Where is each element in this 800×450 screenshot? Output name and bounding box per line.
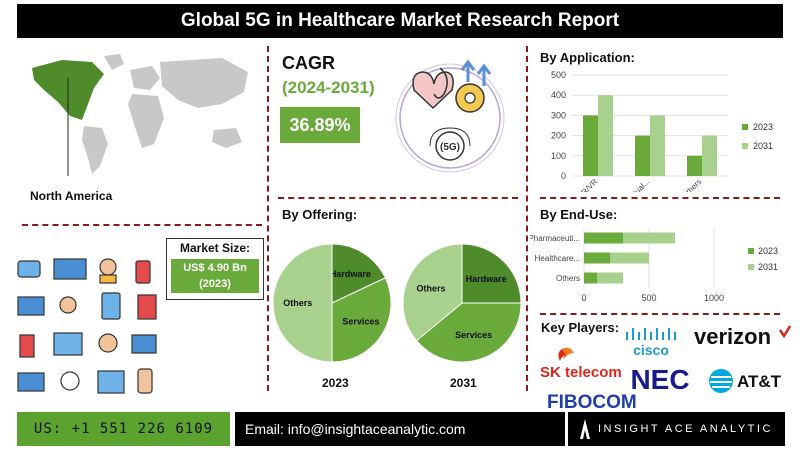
y-tick-label: 500: [551, 70, 566, 80]
application-heading: By Application:: [540, 50, 635, 65]
footer-brand: INSIGHT ACE ANALYTIC: [568, 412, 785, 446]
bar-2023: [584, 272, 597, 284]
market-size-value: US$ 4.90 Bn: [183, 262, 247, 274]
y-tick-label: 200: [551, 131, 566, 141]
pie-2031-year: 2031: [450, 376, 477, 390]
x-tick-label: Virtual...: [624, 177, 651, 192]
offering-heading: By Offering:: [282, 207, 358, 222]
map-africa: [128, 94, 164, 148]
footer-phone[interactable]: US: +1 551 226 6109: [17, 412, 230, 446]
market-size-label: Market Size:: [179, 241, 251, 255]
legend-label: 2031: [753, 141, 773, 151]
enduse-heading: By End-Use:: [540, 207, 618, 222]
pie-slice-hardware: [461, 243, 522, 304]
y-tick-label: Pharmaceuti...: [530, 234, 580, 243]
market-size-year: (2023): [199, 278, 231, 290]
bar-2023: [584, 252, 610, 264]
world-map: [32, 54, 248, 176]
y-tick-label: 100: [551, 151, 566, 161]
key-players-heading: Key Players:: [541, 320, 620, 335]
enduse-bar-chart: 0 500 1000 Pharmaceuti... Healthcare... Other…: [530, 228, 778, 303]
bar-2031: [597, 272, 623, 284]
pie-slice-others: [272, 243, 333, 363]
pie-label: Services: [342, 316, 379, 326]
x-tick-label: Others: [680, 177, 703, 192]
bar-2023: [687, 155, 702, 176]
verizon-logo: verizon: [694, 324, 792, 349]
brand-name: INSIGHT ACE ANALYTIC: [598, 423, 773, 435]
offering-pie-charts: Hardware Services Others Hardware Services Ot…: [272, 243, 522, 363]
pie-label: Others: [417, 283, 446, 293]
legend-swatch: [742, 143, 748, 149]
bar-2023: [584, 232, 623, 244]
map-australia: [212, 128, 242, 148]
legend-swatch: [742, 124, 748, 130]
cagr-period: (2024-2031): [282, 78, 375, 97]
att-logo: AT&T: [709, 369, 782, 393]
logo-text-nec: NEC: [630, 364, 689, 394]
x-tick-label: 1000: [704, 293, 724, 303]
y-tick-label: Healthcare...: [535, 254, 580, 263]
x-tick-label: 500: [641, 293, 656, 303]
nec-logo: NEC: [630, 364, 689, 394]
bar-2031: [598, 95, 613, 176]
map-europe: [130, 66, 160, 90]
device-icons: [17, 258, 157, 394]
legend-swatch: [748, 248, 754, 254]
map-greenland: [104, 54, 124, 70]
fibocom-logo: FIBOCOM: [547, 392, 637, 412]
pie-label: Hardware: [466, 274, 507, 284]
pie-label: Services: [455, 330, 492, 340]
map-asia: [160, 58, 248, 108]
brand-logo-icon: [580, 419, 590, 439]
pie-label: Hardware: [330, 269, 371, 279]
application-bar-chart: 0 100 200 300 400 500 AR/VR Virtual... Others 202…: [551, 70, 773, 192]
cagr-label: CAGR: [282, 53, 335, 73]
x-tick-label: 0: [581, 293, 586, 303]
bar-2031: [702, 135, 717, 176]
x-tick-label: AR/VR: [576, 177, 600, 192]
y-tick-label: 300: [551, 110, 566, 120]
cagr-value: 36.89%: [280, 107, 360, 143]
legend-label: 2023: [753, 122, 773, 132]
legend-swatch: [748, 264, 754, 270]
region-label: North America: [30, 189, 113, 203]
report-title: Global 5G in Healthcare Market Research …: [17, 4, 783, 38]
logo-text-sk-telecom: SK telecom: [540, 364, 622, 381]
bar-2031: [650, 115, 665, 176]
logo-text-cisco: cisco: [633, 342, 669, 358]
footer-email[interactable]: Email: info@insightaceanalytic.com: [235, 412, 565, 446]
y-tick-label: Others: [556, 274, 580, 283]
pie-slice-services: [331, 277, 392, 363]
pie-slice-others: [402, 243, 463, 342]
bar-2023: [635, 135, 650, 176]
bar-2031: [610, 252, 649, 264]
cisco-logo: cisco: [626, 328, 676, 358]
legend-label: 2023: [758, 246, 778, 256]
logo-text-att: AT&T: [737, 372, 782, 391]
y-tick-label: 400: [551, 90, 566, 100]
pie-slice-services: [415, 302, 522, 363]
pie-2023-year: 2023: [322, 376, 349, 390]
map-south-america: [82, 126, 108, 174]
bar-2023: [583, 115, 598, 176]
legend-label: 2031: [758, 262, 778, 272]
bar-2031: [623, 232, 675, 244]
sk-telecom-logo: SK telecom: [540, 347, 622, 381]
logo-text-verizon: verizon: [694, 324, 771, 349]
pie-label: Others: [283, 298, 312, 308]
healthcare-5g-icon: (5G): [395, 59, 505, 173]
y-tick-label: 0: [561, 171, 566, 181]
svg-text:(5G): (5G): [440, 142, 460, 153]
pie-slice-hardware: [331, 243, 387, 304]
logo-text-fibocom: FIBOCOM: [547, 392, 637, 412]
